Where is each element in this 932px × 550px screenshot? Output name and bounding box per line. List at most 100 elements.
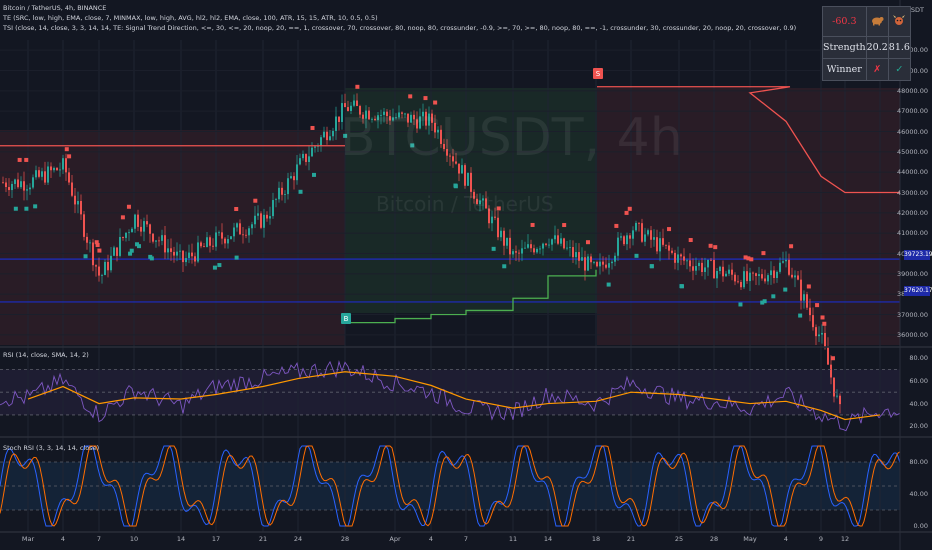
candle-body <box>242 234 244 236</box>
candle-body <box>395 117 397 119</box>
bull-dot <box>83 254 88 259</box>
candle-body <box>794 275 796 278</box>
candle-body <box>776 271 778 278</box>
candle-body <box>290 176 292 179</box>
candle-body <box>785 259 787 262</box>
te-indicator-label[interactable]: TE (SRC, low, high, EMA, close, 7, MINMA… <box>3 14 378 22</box>
candle-body <box>227 239 229 244</box>
winner-bear-mark: ✗ <box>865 57 889 82</box>
candle-body <box>347 107 349 111</box>
candle-body <box>491 216 493 224</box>
stoch-tick-label: 40.00 <box>909 490 928 498</box>
candle-body <box>329 136 331 141</box>
bull-dot <box>311 172 316 177</box>
support-line <box>345 269 597 324</box>
bull-dot <box>606 282 611 287</box>
candle-body <box>764 278 766 282</box>
candle-body <box>44 171 46 183</box>
bull-dot <box>491 246 496 251</box>
candle-body <box>746 271 748 282</box>
candle-body <box>656 237 658 252</box>
candle-body <box>782 261 784 263</box>
candle-body <box>158 240 160 242</box>
candle-body <box>161 235 163 241</box>
candle-body <box>389 116 391 121</box>
candle-body <box>713 259 715 279</box>
signal-markers: BS <box>13 68 835 361</box>
candle-body <box>254 215 256 225</box>
candle-body <box>221 232 223 239</box>
rsi-ma-line <box>27 371 881 421</box>
candle-body <box>71 182 73 196</box>
candle-body <box>188 252 190 259</box>
bull-dot <box>762 299 767 304</box>
bull-dot <box>129 248 134 253</box>
bull-dot <box>298 189 303 194</box>
candle-body <box>758 274 760 276</box>
bear-dot <box>822 321 827 326</box>
resistance-line-right <box>597 86 900 194</box>
bear-dot <box>688 238 693 243</box>
candle-body <box>521 248 523 254</box>
bear-dot <box>614 223 619 228</box>
candle-body <box>620 236 622 238</box>
price-tick-label: 45000.00 <box>896 147 928 156</box>
candle-body <box>305 153 307 162</box>
candle-body <box>134 214 136 229</box>
candle-body <box>485 198 487 209</box>
time-tick-label: 4 <box>428 535 434 543</box>
candle-body <box>827 347 829 365</box>
candle-body <box>95 265 97 267</box>
candle-body <box>623 236 625 245</box>
candle-body <box>374 118 376 121</box>
symbol-title[interactable]: Bitcoin / TetherUS, 4h, BINANCE <box>3 4 107 12</box>
bear-dot <box>120 215 125 220</box>
candle-body <box>125 232 127 238</box>
candle-body <box>296 164 298 181</box>
level-price-tag-upper: 39723.19 <box>904 250 932 260</box>
candle-body <box>248 228 250 236</box>
candle-body <box>314 146 316 148</box>
candle-body <box>608 263 610 268</box>
strength-label: Strength <box>822 35 867 59</box>
candle-body <box>542 243 544 249</box>
bear-dot <box>708 243 713 248</box>
bull-dot <box>217 263 222 268</box>
candle-body <box>503 230 505 246</box>
candle-body <box>41 171 43 177</box>
candle-body <box>401 112 403 114</box>
bear-dot <box>746 256 751 261</box>
bull-dot <box>128 251 133 256</box>
candle-body <box>800 279 802 301</box>
candle-body <box>356 100 358 107</box>
time-tick-label: 21 <box>626 535 636 543</box>
candle-body <box>473 191 475 199</box>
candle-body <box>416 119 418 129</box>
bull-dot <box>234 255 239 260</box>
zone-fills <box>0 88 900 510</box>
rsi-tick-label: 80.00 <box>909 354 928 363</box>
price-tick-label: 37000.00 <box>896 310 928 319</box>
candle-body <box>650 230 652 240</box>
time-tick-label: 11 <box>508 535 518 543</box>
candle-body <box>38 170 40 177</box>
candle-body <box>107 261 109 271</box>
candle-body <box>512 251 514 255</box>
bear-dot <box>64 147 69 152</box>
candle-body <box>29 187 31 190</box>
tsi-indicator-label[interactable]: TSI (close, 14, close, 3, 3, 14, 14, TE:… <box>3 24 797 32</box>
candle-body <box>545 243 547 245</box>
bear-dot <box>67 154 72 159</box>
candle-body <box>68 172 70 183</box>
stoch-rsi-label[interactable]: Stoch RSI (3, 3, 14, 14, close) <box>3 444 100 452</box>
candle-body <box>110 255 112 271</box>
price-tick-label: 44000.00 <box>896 168 928 177</box>
rsi-label[interactable]: RSI (14, close, SMA, 14, 2) <box>3 351 89 359</box>
candle-body <box>311 147 313 157</box>
bear-dot <box>713 245 718 250</box>
candle-body <box>77 200 79 205</box>
candle-body <box>773 270 775 278</box>
time-tick-label: 10 <box>129 535 139 543</box>
candle-body <box>560 238 562 244</box>
